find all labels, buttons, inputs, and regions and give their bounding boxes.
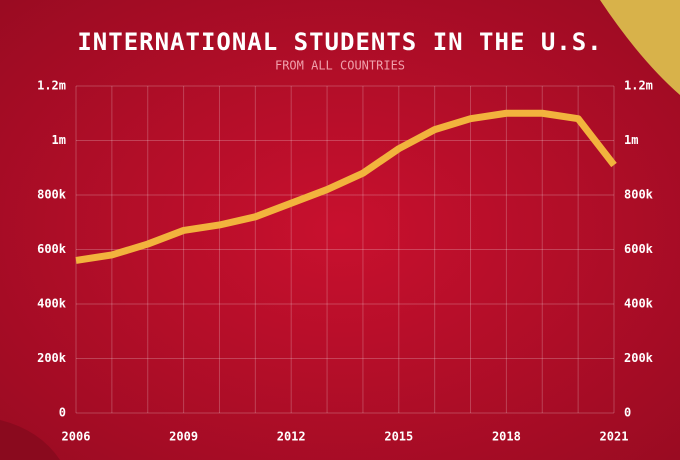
- x-tick-label: 2006: [62, 430, 91, 444]
- y-tick-label: 200k: [37, 351, 67, 365]
- chart-title: INTERNATIONAL STUDENTS IN THE U.S.: [77, 28, 602, 56]
- y-tick-label: 600k: [37, 242, 67, 256]
- y2-tick-label: 1.2m: [624, 79, 653, 93]
- y-tick-label: 1.2m: [37, 79, 66, 93]
- decoration: [600, 0, 680, 95]
- x-tick-label: 2009: [169, 430, 198, 444]
- y2-tick-label: 0: [624, 406, 631, 420]
- x-tick-label: 2018: [492, 430, 521, 444]
- y-tick-label: 1m: [52, 133, 66, 147]
- y2-tick-label: 400k: [624, 297, 654, 311]
- y2-tick-label: 800k: [624, 188, 654, 202]
- x-tick-label: 2021: [600, 430, 629, 444]
- y2-tick-label: 600k: [624, 242, 654, 256]
- chart-subtitle: FROM ALL COUNTRIES: [275, 59, 405, 73]
- y-tick-label: 0: [59, 406, 66, 420]
- decoration: [0, 420, 60, 460]
- x-tick-label: 2015: [384, 430, 413, 444]
- line: [75, 109, 617, 264]
- y2-tick-label: 1m: [624, 133, 638, 147]
- x-tick-label: 2012: [277, 430, 306, 444]
- y2-tick-label: 200k: [624, 351, 654, 365]
- y-tick-label: 800k: [37, 188, 67, 202]
- y-tick-label: 400k: [37, 297, 67, 311]
